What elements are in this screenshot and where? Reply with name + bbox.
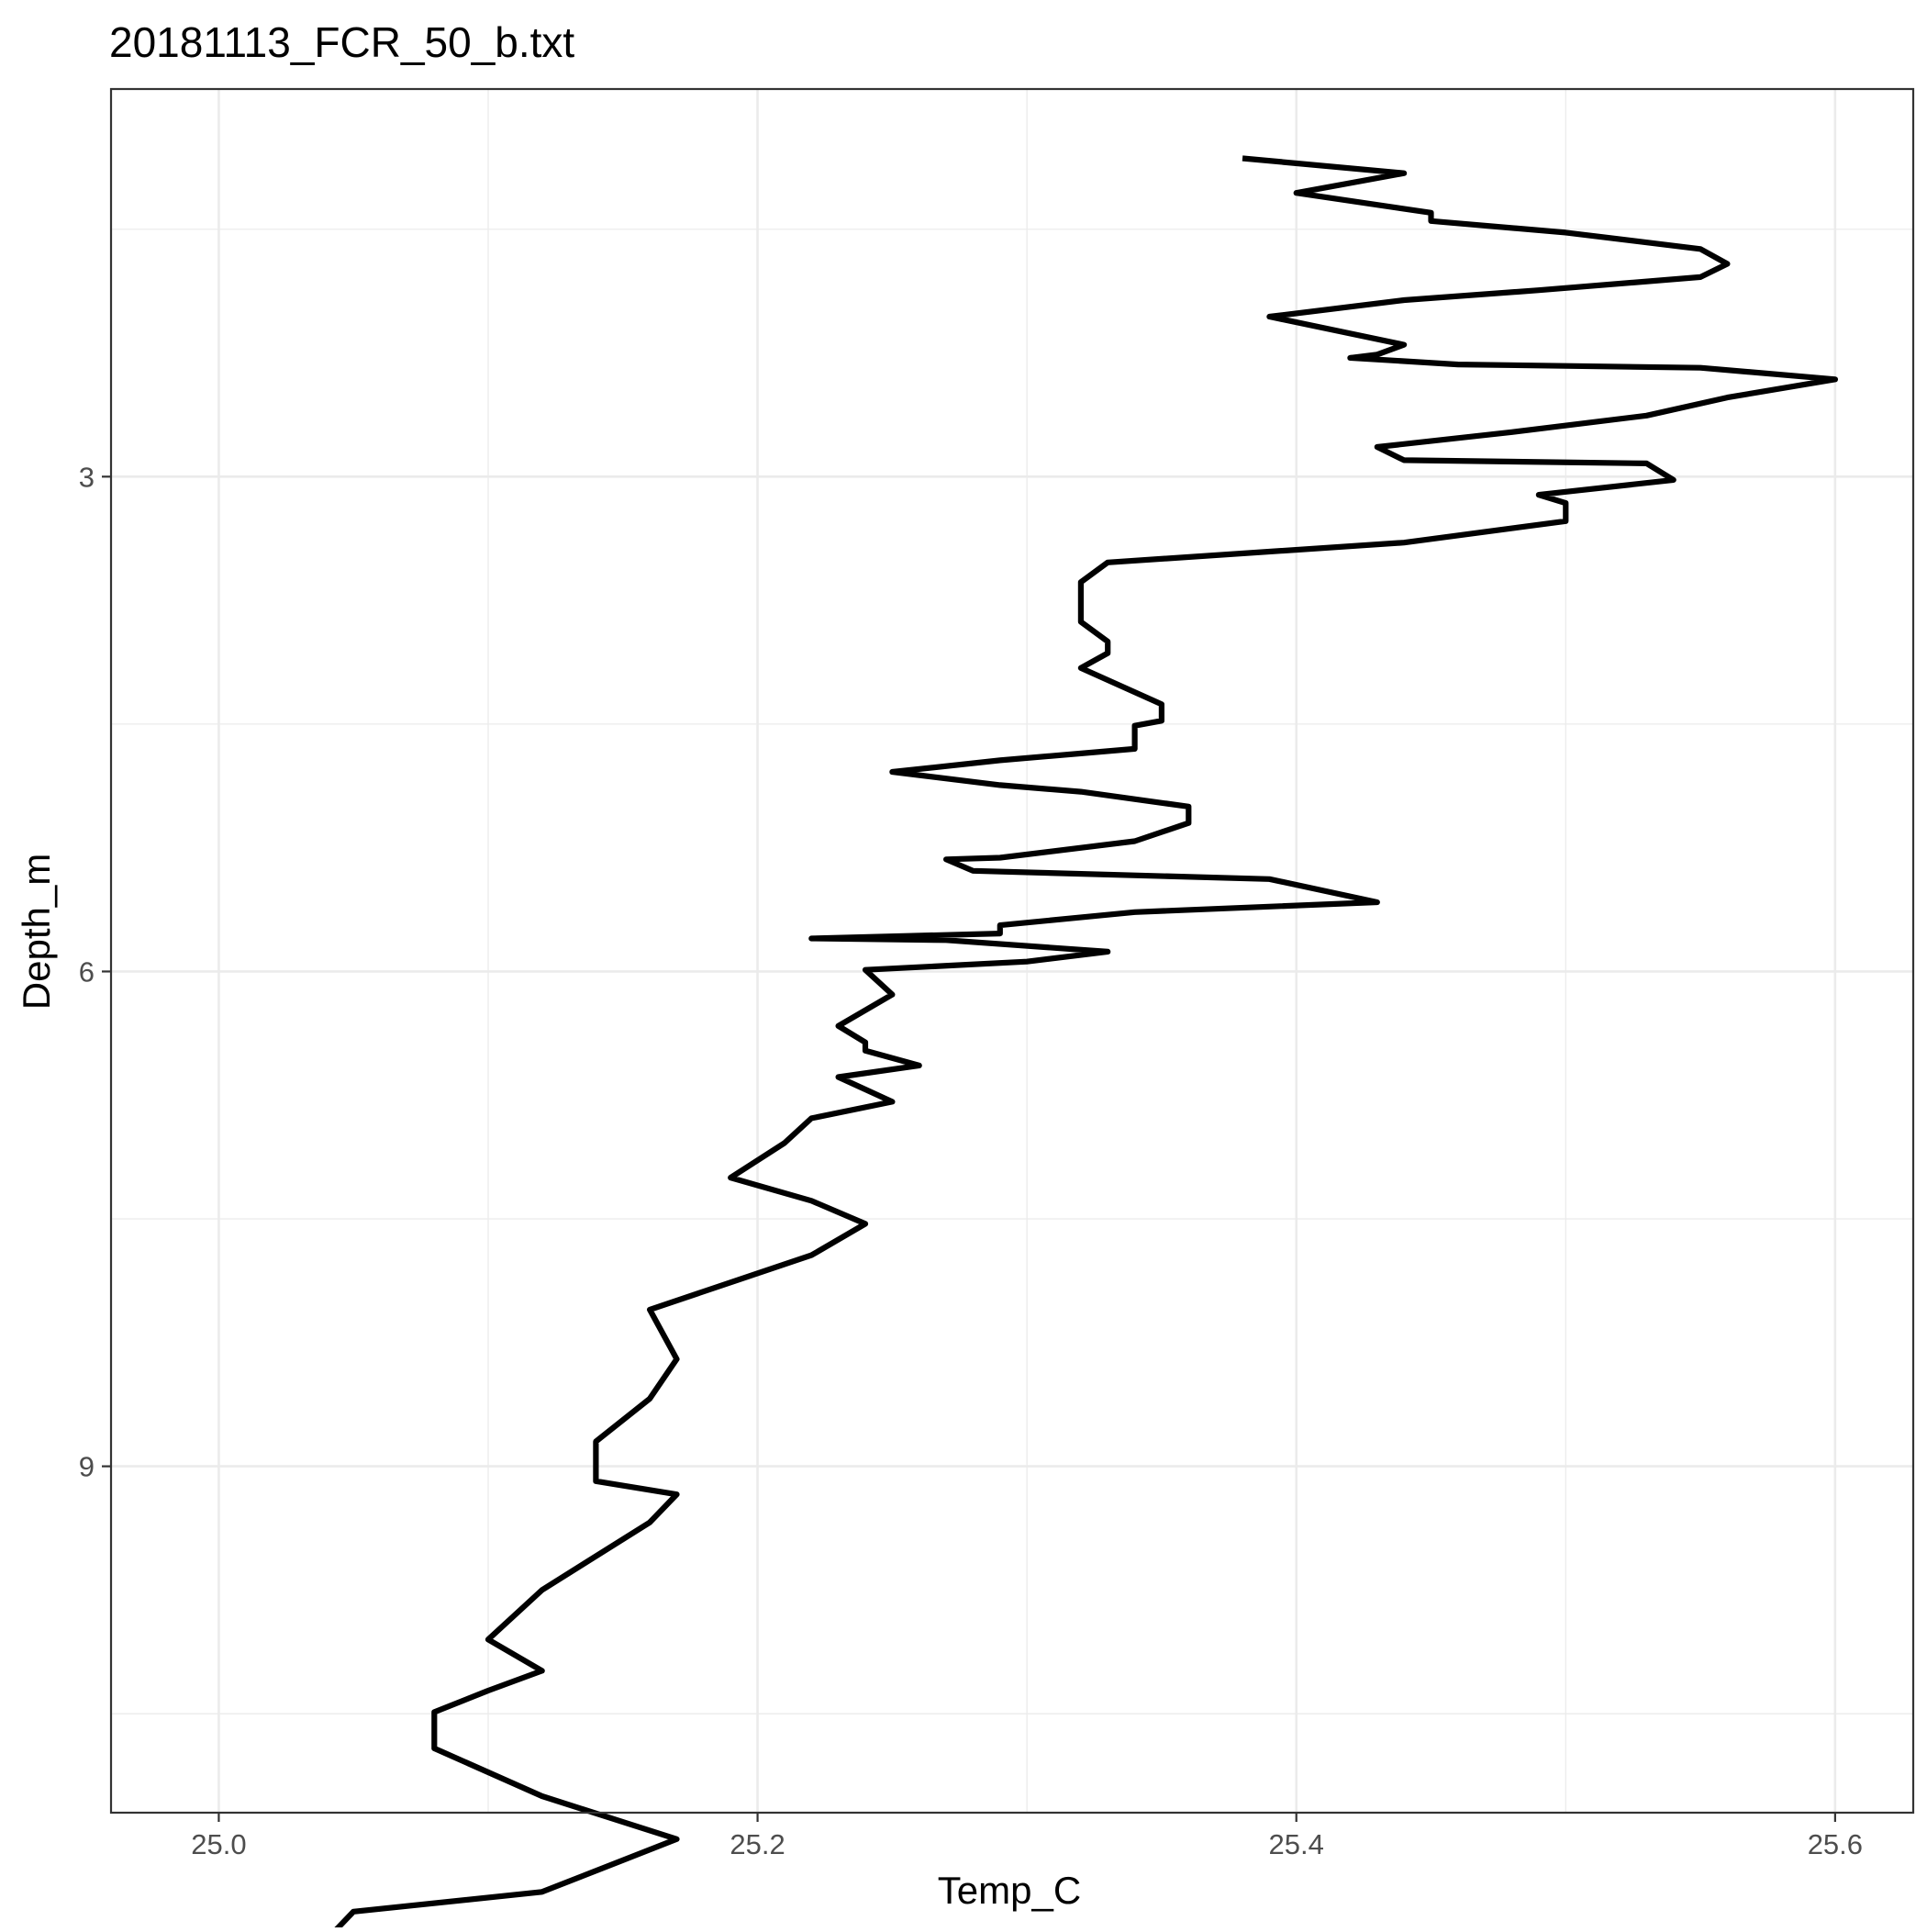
y-tick-label: 3	[79, 461, 95, 493]
x-tick-label: 25.0	[191, 1828, 246, 1860]
x-axis-title: Temp_C	[938, 1869, 1081, 1912]
panel-border	[109, 87, 1915, 1815]
temperature-profile-line	[329, 155, 1839, 1932]
y-tick-label: 6	[79, 955, 95, 988]
x-tick-label: 25.2	[730, 1828, 785, 1860]
chart-title: 20181113_FCR_50_b.txt	[109, 18, 574, 66]
panel-frame	[109, 87, 1915, 1815]
panel-background	[111, 89, 1913, 1813]
x-tick-label: 25.4	[1269, 1828, 1324, 1860]
x-axis: 25.0 25.2 25.4 25.6	[191, 1813, 1863, 1860]
y-tick-label: 9	[79, 1451, 95, 1483]
minor-gridlines	[111, 89, 1913, 1813]
plot-panel	[111, 89, 1913, 1813]
y-axis: 3 6 9	[79, 461, 111, 1483]
major-gridlines	[111, 89, 1913, 1813]
y-axis-title: Depth_m	[15, 854, 58, 1010]
series-layer	[329, 155, 1839, 1932]
x-tick-label: 25.6	[1808, 1828, 1863, 1860]
